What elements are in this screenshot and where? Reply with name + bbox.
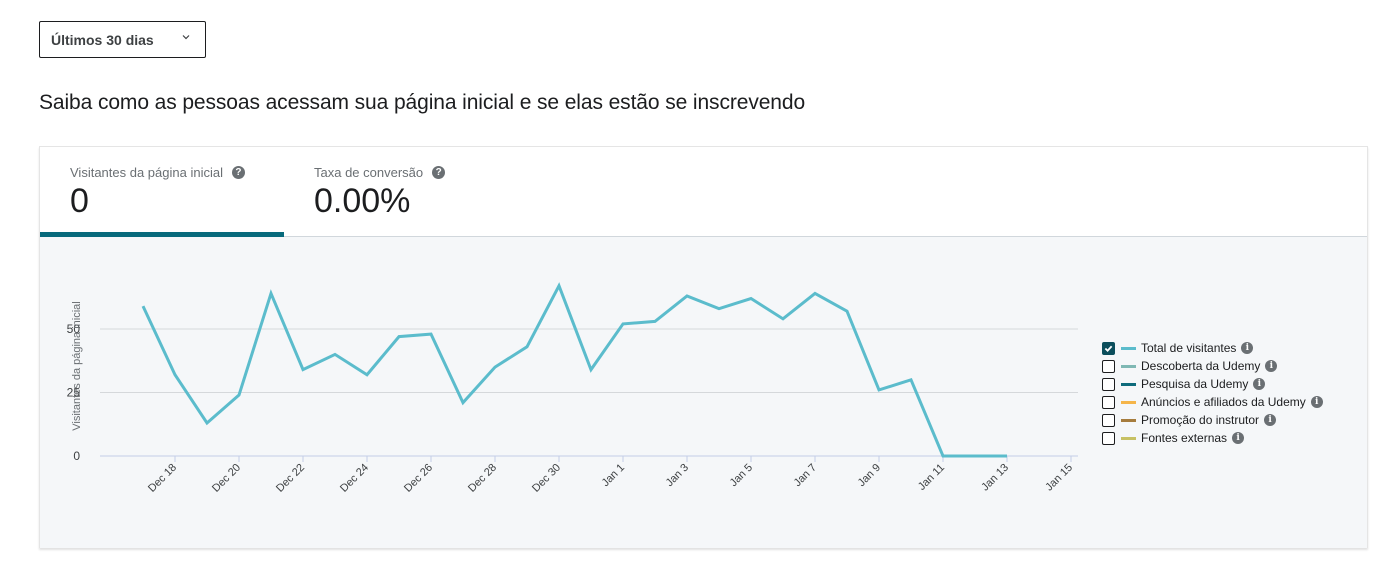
x-tick-label: Jan 15	[1043, 462, 1075, 494]
analytics-card: Visitantes da página inicial ? 0 Taxa de…	[39, 146, 1368, 548]
legend-swatch	[1121, 418, 1136, 422]
page-headline: Saiba como as pessoas acessam sua página…	[39, 91, 806, 114]
legend-swatch	[1121, 382, 1136, 386]
legend-item[interactable]: Descoberta da Udemy i	[1102, 357, 1323, 375]
x-tick-label: Dec 22	[274, 462, 307, 495]
line-chart: 0 25 50 Dec 18 Dec 20 Dec 22 Dec 24 Dec 26 Dec 2…	[67, 282, 1078, 495]
legend-label: Pesquisa da Udemy	[1141, 377, 1249, 391]
legend-item[interactable]: Fontes externas i	[1102, 429, 1323, 447]
x-tick-label: Jan 1	[600, 462, 628, 490]
checkmark-icon	[1104, 345, 1113, 352]
y-tick-label: 50	[67, 322, 81, 336]
legend-label: Descoberta da Udemy	[1141, 359, 1261, 373]
legend-item[interactable]: Promoção do instrutor i	[1102, 411, 1323, 429]
tab-visitors-value: 0	[70, 182, 89, 220]
x-tick-label: Dec 30	[530, 462, 563, 495]
x-tick-label: Dec 20	[210, 462, 243, 495]
legend-checkbox[interactable]	[1102, 431, 1115, 445]
legend-label: Promoção do instrutor	[1141, 413, 1260, 427]
x-tick-label: Dec 28	[466, 462, 499, 495]
x-tick-label: Dec 18	[146, 462, 179, 495]
x-tick-label: Jan 9	[856, 462, 884, 490]
legend-checkbox[interactable]	[1102, 395, 1115, 409]
x-tick-label: Jan 13	[979, 462, 1011, 494]
info-icon[interactable]: i	[1310, 396, 1323, 408]
info-icon[interactable]: i	[1241, 342, 1254, 354]
tab-visitors[interactable]: Visitantes da página inicial ? 0	[40, 147, 284, 238]
x-tick-label: Jan 5	[728, 462, 756, 490]
question-circle-icon[interactable]: ?	[432, 166, 446, 179]
metric-tabs: Visitantes da página inicial ? 0 Taxa de…	[40, 147, 1367, 238]
date-range-label: Últimos 30 dias	[51, 31, 154, 48]
legend-item[interactable]: Total de visitantes i	[1102, 339, 1323, 357]
x-tick-label: Jan 7	[792, 462, 820, 490]
y-tick-label: 0	[73, 449, 80, 463]
question-circle-icon[interactable]: ?	[231, 166, 245, 179]
chart-area: 0 25 50 Dec 18 Dec 20 Dec 22 Dec 24 Dec 26 Dec 2…	[40, 237, 1367, 548]
legend-swatch	[1121, 364, 1136, 368]
info-icon[interactable]: i	[1265, 360, 1278, 372]
legend-checkbox[interactable]	[1102, 341, 1115, 355]
active-tab-indicator	[40, 232, 284, 238]
legend-checkbox[interactable]	[1102, 413, 1115, 427]
legend-label: Anúncios e afiliados da Udemy	[1141, 395, 1306, 409]
chevron-down-icon	[182, 35, 190, 40]
y-axis-label: Visitantes da página inicial	[71, 301, 83, 430]
legend-swatch	[1121, 346, 1136, 350]
date-range-select[interactable]: Últimos 30 dias	[39, 21, 206, 58]
legend-checkbox[interactable]	[1102, 377, 1115, 391]
legend-item[interactable]: Pesquisa da Udemy i	[1102, 375, 1323, 393]
info-icon[interactable]: i	[1264, 414, 1277, 426]
tab-visitors-label: Visitantes da página inicial	[70, 165, 223, 180]
legend-swatch	[1121, 436, 1136, 440]
tab-conversion-rate[interactable]: Taxa de conversão ? 0.00%	[284, 147, 534, 237]
chart-legend: Total de visitantes i Descoberta da Udemy i…	[1102, 339, 1323, 447]
legend-item[interactable]: Anúncios e afiliados da Udemy i	[1102, 393, 1323, 411]
x-tick-label: Dec 26	[402, 462, 435, 495]
series-line-total-visitors	[141, 282, 1007, 458]
x-tick-label: Jan 11	[916, 462, 947, 493]
info-icon[interactable]: i	[1253, 378, 1266, 390]
x-tick-label: Jan 3	[664, 462, 692, 490]
legend-label: Fontes externas	[1141, 431, 1228, 445]
legend-label: Total de visitantes	[1141, 341, 1237, 355]
tab-conversion-value: 0.00%	[314, 182, 411, 220]
y-tick-label: 25	[67, 386, 81, 400]
legend-checkbox[interactable]	[1102, 359, 1115, 373]
tab-conversion-label: Taxa de conversão	[314, 165, 424, 180]
x-tick-label: Dec 24	[338, 462, 371, 495]
legend-swatch	[1121, 400, 1136, 404]
info-icon[interactable]: i	[1232, 432, 1245, 444]
